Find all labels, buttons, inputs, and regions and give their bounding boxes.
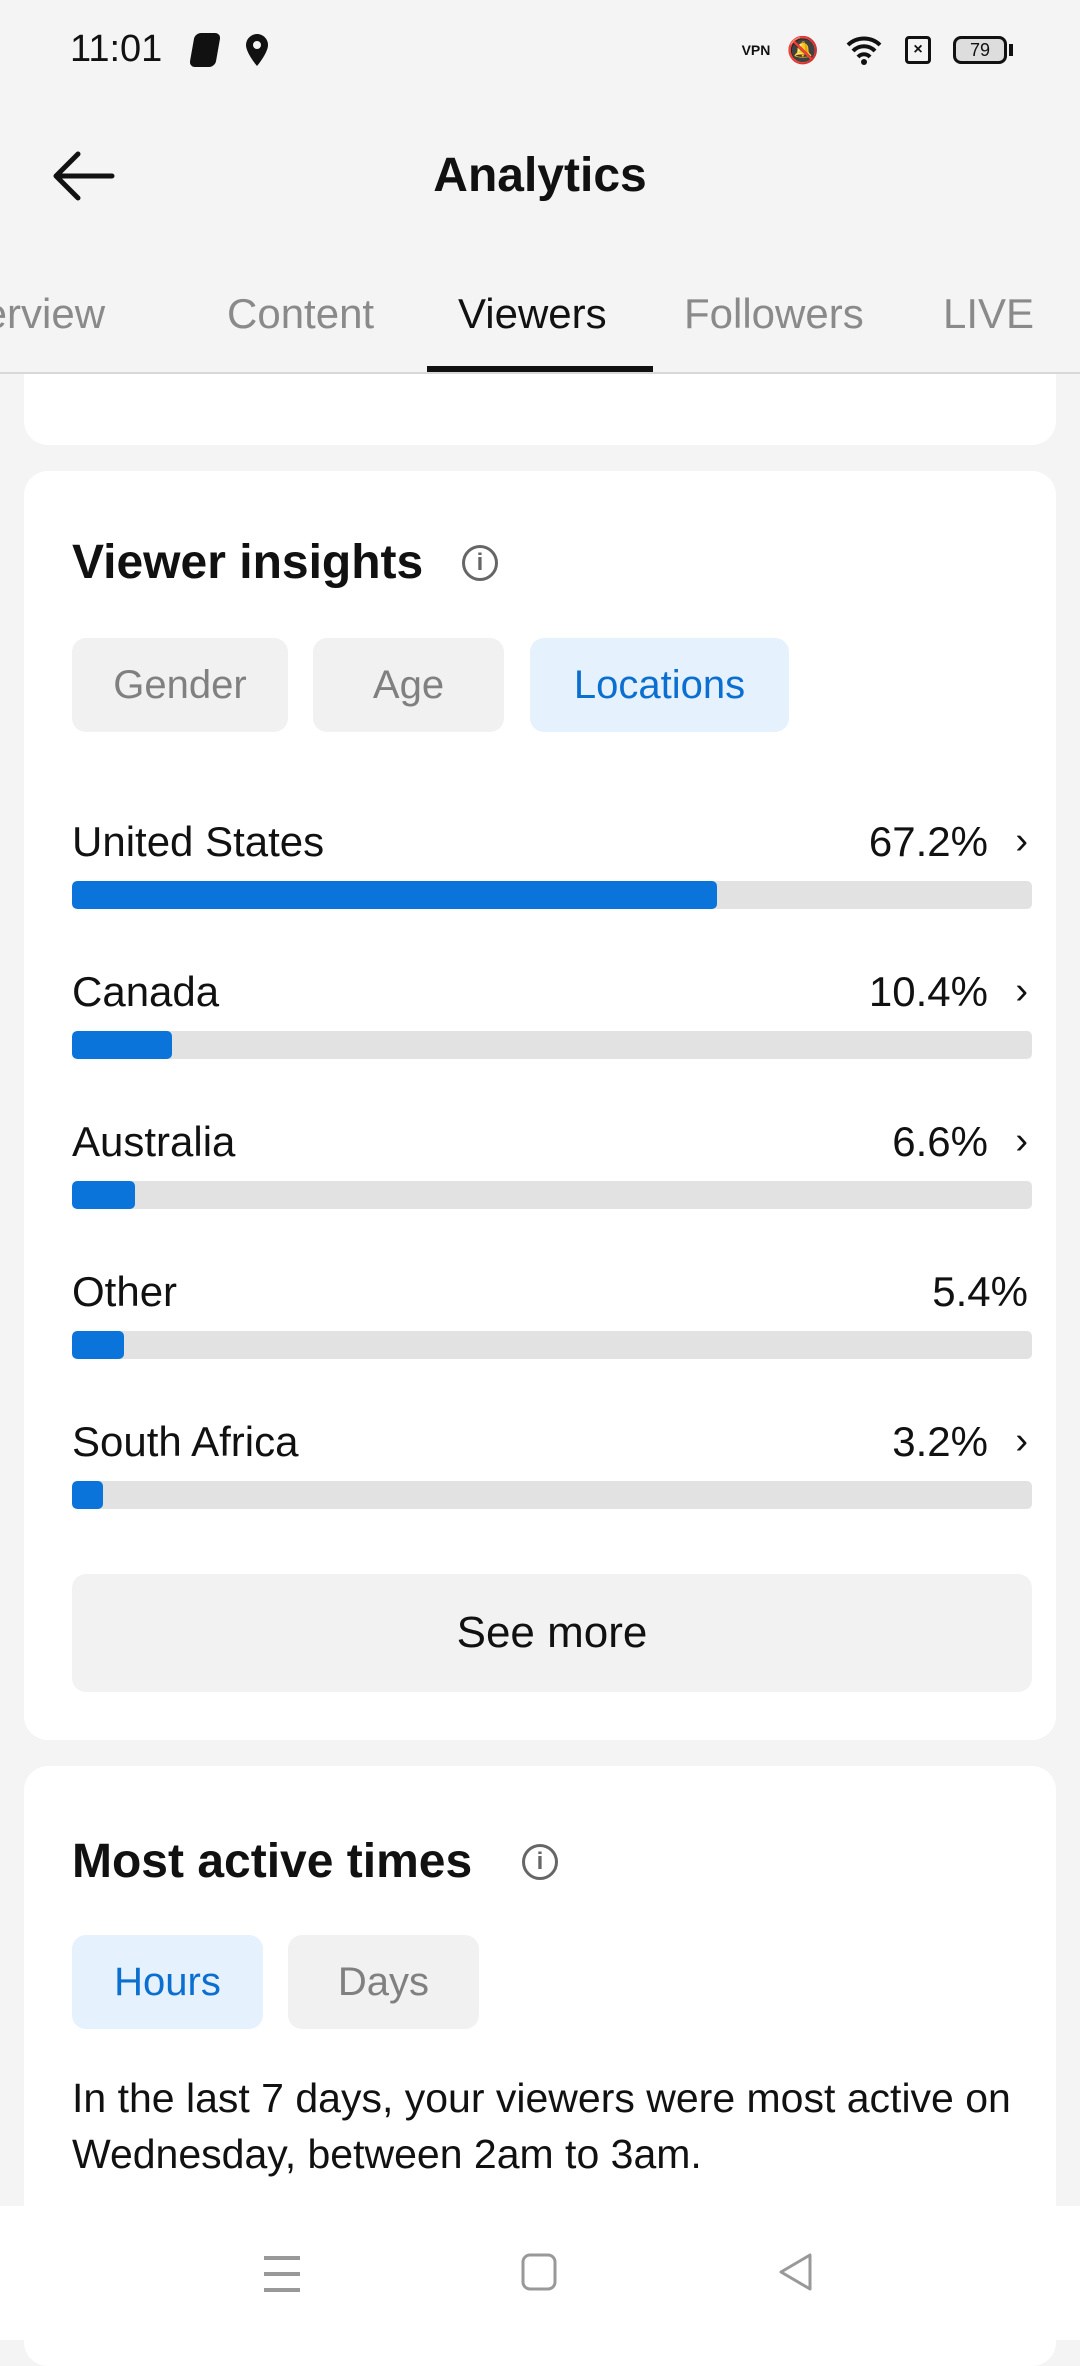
chip-days[interactable]: Days (288, 1935, 479, 2029)
chip-age[interactable]: Age (313, 638, 504, 732)
see-more-button[interactable]: See more (72, 1574, 1032, 1692)
location-bar-fill (72, 1181, 136, 1209)
battery-level: 79 (953, 36, 1007, 64)
location-row[interactable]: Canada 10.4% › (72, 968, 1032, 1078)
location-row: Other 5.4% (72, 1268, 1032, 1378)
shazam-icon (189, 30, 221, 70)
location-bar-track (72, 1481, 1032, 1509)
chevron-right-icon: › (1015, 1420, 1028, 1462)
location-percent: 3.2% (892, 1418, 988, 1465)
location-bar-fill (72, 881, 718, 909)
location-bar-track (72, 1331, 1032, 1359)
tab-overview[interactable]: Overview (0, 290, 106, 337)
tab-live[interactable]: LIVE (943, 290, 1035, 337)
location-name: Australia (72, 1118, 236, 1165)
location-name: Canada (72, 968, 220, 1015)
wifi-icon (844, 30, 884, 70)
tab-content[interactable]: Content (227, 290, 375, 337)
sim-x-icon: × (903, 30, 933, 70)
back-button[interactable] (50, 148, 120, 204)
arrow-left-icon (53, 151, 115, 201)
chevron-right-icon: › (1015, 970, 1028, 1012)
location-bar-track (72, 881, 1032, 909)
most-active-times-card: Most active times i Hours Days In the la… (24, 1766, 1056, 2366)
active-tab-indicator (427, 366, 653, 372)
status-time: 11:01 (70, 28, 163, 70)
tab-bar: Overview Content Viewers Followers LIVE (0, 270, 1080, 374)
page-title: Analytics (433, 149, 647, 202)
tab-followers[interactable]: Followers (684, 290, 864, 337)
system-nav-bar (0, 2206, 1080, 2340)
status-bar: 11:01 VPN 🔕 × 79 (0, 0, 1080, 100)
info-icon[interactable]: i (462, 545, 498, 581)
location-row[interactable]: Australia 6.6% › (72, 1118, 1032, 1228)
back-nav-icon[interactable] (776, 2252, 816, 2294)
chevron-right-icon: › (1015, 1120, 1028, 1162)
location-row[interactable]: South Africa 3.2% › (72, 1418, 1032, 1528)
location-name: South Africa (72, 1418, 299, 1465)
viewer-insights-title: Viewer insights (72, 536, 424, 589)
viewer-insights-card: Viewer insights i Gender Age Locations U… (24, 471, 1056, 1740)
chip-locations[interactable]: Locations (530, 638, 789, 732)
chip-gender[interactable]: Gender (72, 638, 288, 732)
most-active-title: Most active times (72, 1835, 473, 1888)
tab-viewers[interactable]: Viewers (458, 290, 607, 337)
vpn-icon: VPN (741, 42, 771, 58)
location-row[interactable]: United States 67.2% › (72, 818, 1032, 928)
location-bar-fill (72, 1331, 124, 1359)
home-icon[interactable] (520, 2252, 560, 2294)
info-icon[interactable]: i (522, 1844, 558, 1880)
recent-apps-icon[interactable] (262, 2254, 302, 2294)
most-active-description: In the last 7 days, your viewers were mo… (72, 2075, 1011, 2177)
previous-card (24, 374, 1056, 445)
location-percent: 6.6% (892, 1118, 988, 1165)
location-percent: 10.4% (868, 968, 988, 1015)
chip-hours[interactable]: Hours (72, 1935, 263, 2029)
location-name: United States (72, 818, 325, 865)
battery-icon: 79 (952, 30, 1014, 70)
location-bar-fill (72, 1481, 103, 1509)
location-bar-track (72, 1031, 1032, 1059)
location-percent: 67.2% (868, 818, 988, 865)
location-icon (244, 30, 270, 70)
location-name: Other (72, 1268, 178, 1315)
location-bar-fill (72, 1031, 172, 1059)
bell-muted-icon: 🔕 (786, 34, 820, 65)
location-bar-track (72, 1181, 1032, 1209)
location-percent: 5.4% (932, 1268, 1028, 1315)
chevron-right-icon: › (1015, 820, 1028, 862)
